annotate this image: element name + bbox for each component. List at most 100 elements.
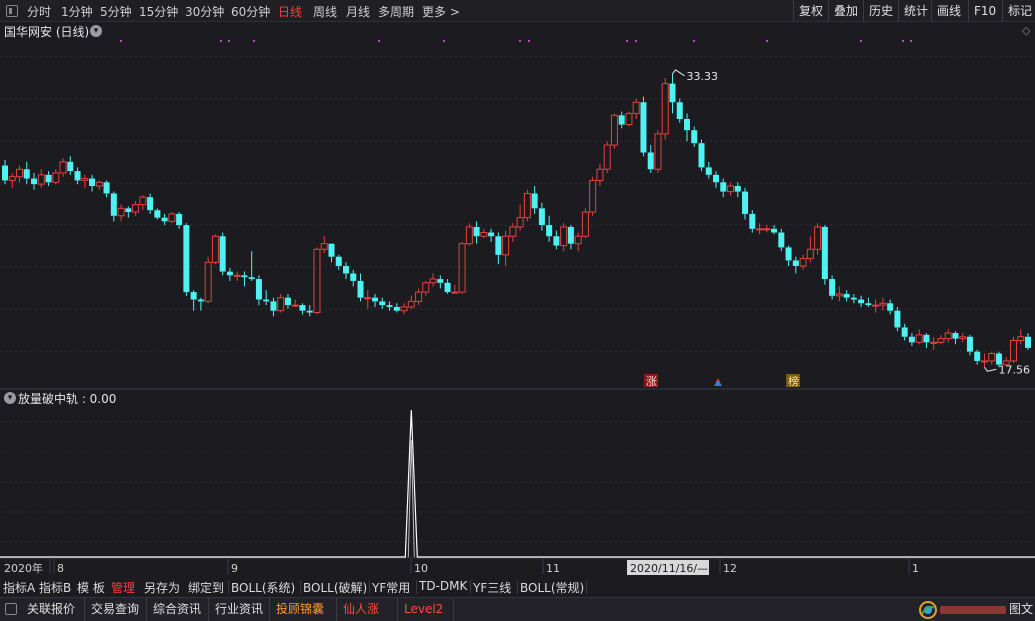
period-tab[interactable]: 30分钟 [185, 5, 225, 19]
signal-dot [253, 40, 255, 42]
toolbar-button[interactable]: 复权 [793, 0, 828, 22]
indicator-tab[interactable]: 指标B [39, 581, 72, 595]
signal-dot [528, 40, 530, 42]
toolbar-button[interactable]: 统计 [898, 0, 933, 22]
indicator-options-chevron-icon[interactable]: ▾ [4, 392, 16, 404]
indicator-tab[interactable]: TD-DMK [419, 579, 468, 593]
candle [959, 333, 967, 343]
expand-diamond-icon[interactable]: ◇ [1022, 24, 1031, 37]
candle [720, 178, 727, 198]
candle [850, 293, 857, 304]
bang-tag[interactable]: 榜 [786, 374, 800, 388]
candle [654, 130, 662, 173]
signal-dot [220, 40, 222, 42]
indicator-line [0, 409, 1035, 558]
candle [263, 290, 270, 306]
candle [343, 262, 349, 280]
period-tab[interactable]: 1分钟 [61, 5, 93, 19]
candle [473, 221, 480, 244]
candle [393, 303, 400, 313]
candle [458, 241, 466, 294]
candle [603, 141, 611, 173]
candle [219, 232, 226, 276]
candle [1017, 329, 1025, 345]
candle [567, 225, 574, 250]
candle [67, 156, 74, 175]
candle [197, 297, 204, 311]
candle [176, 212, 183, 229]
candle [81, 174, 89, 188]
candle [255, 275, 262, 306]
candle [437, 275, 444, 289]
indicator-tab[interactable]: 绑定到 [188, 581, 225, 595]
candle [799, 254, 807, 270]
bottom-tab[interactable]: Level2 [398, 598, 454, 621]
period-tab[interactable]: 60分钟 [231, 5, 271, 19]
period-tab[interactable]: 15分钟 [139, 5, 179, 19]
candle [995, 351, 1002, 368]
bottom-panel-icon[interactable] [5, 603, 17, 615]
indicator-tab[interactable]: 管理 [111, 581, 136, 595]
candle [944, 329, 952, 343]
toolbar-button[interactable]: 画线 [931, 0, 966, 22]
candle [31, 172, 38, 190]
candle [684, 113, 690, 142]
candle [589, 176, 597, 216]
indicator-tab[interactable]: 指标A [3, 581, 36, 595]
candle [974, 349, 981, 365]
cursor-date-label: 2020/11/16/— [630, 562, 708, 575]
candle [937, 334, 945, 345]
period-tab[interactable]: 多周期 [378, 5, 415, 19]
period-tab[interactable]: 更多 > [422, 5, 460, 19]
period-tab[interactable]: 日线 [278, 5, 303, 19]
candle [509, 223, 517, 242]
candle [966, 334, 973, 356]
zhang-tag-label: 涨 [646, 375, 657, 388]
low-price-label: 17.56 [998, 363, 1029, 376]
toolbar-button[interactable]: 历史 [863, 0, 898, 22]
bang-tag-label: 榜 [788, 374, 799, 388]
candle [451, 284, 459, 294]
candle [379, 297, 386, 309]
toolbar-button[interactable]: 标记 [1002, 0, 1035, 22]
image-text-button[interactable]: 图文 [1009, 602, 1034, 616]
candle [74, 167, 81, 185]
candle [581, 208, 589, 239]
zhang-tag[interactable]: 涨 [644, 374, 658, 388]
indicator-tab[interactable]: 另存为 [144, 581, 181, 595]
kline-chart[interactable]: 33.33 17.56 涨 榜 2020年 8 9 10 11 12 1 2020/11/16/— [0, 22, 1035, 578]
indicator-tab[interactable]: BOLL(破解) [303, 581, 368, 595]
indicator-tab[interactable]: BOLL(系统) [231, 581, 296, 595]
bottom-tab[interactable]: 投顾锦囊 [270, 598, 337, 621]
chart-options-chevron-icon[interactable]: ▾ [90, 25, 102, 37]
bottom-tab[interactable]: 行业资讯 [209, 598, 270, 621]
candles [2, 73, 1031, 368]
indicator-tab[interactable]: YF常用 [372, 581, 411, 595]
signal-dot [766, 40, 768, 42]
candle [763, 225, 771, 233]
panel-toggle-icon[interactable] [6, 5, 18, 17]
candle [400, 303, 408, 315]
bottom-tab[interactable]: 综合资讯 [147, 598, 209, 621]
toolbar-button[interactable]: 叠加 [828, 0, 863, 22]
candle [676, 98, 683, 123]
period-tab[interactable]: 分时 [27, 5, 52, 19]
main-grid [0, 56, 1035, 352]
bottom-tab[interactable]: 仙人涨 [337, 598, 398, 621]
indicator-tab[interactable]: 模 板 [77, 581, 105, 595]
toolbar-button[interactable]: F10 [968, 0, 1001, 22]
indicator-tab[interactable]: YF三线 [473, 581, 512, 595]
bottom-tab[interactable]: 关联报价 [21, 598, 85, 621]
candle [132, 200, 140, 216]
period-tab[interactable]: 5分钟 [100, 5, 132, 19]
candle [640, 96, 647, 157]
period-tab[interactable]: 月线 [346, 5, 371, 19]
bottom-tab[interactable]: 交易查询 [85, 598, 147, 621]
candle [1002, 357, 1010, 367]
indicator-tab[interactable]: BOLL(常规) [520, 581, 585, 595]
candle [538, 202, 545, 231]
candle [879, 297, 887, 311]
period-tab[interactable]: 周线 [313, 5, 338, 19]
candle [988, 351, 996, 365]
x-axis-label: 9 [231, 562, 238, 575]
